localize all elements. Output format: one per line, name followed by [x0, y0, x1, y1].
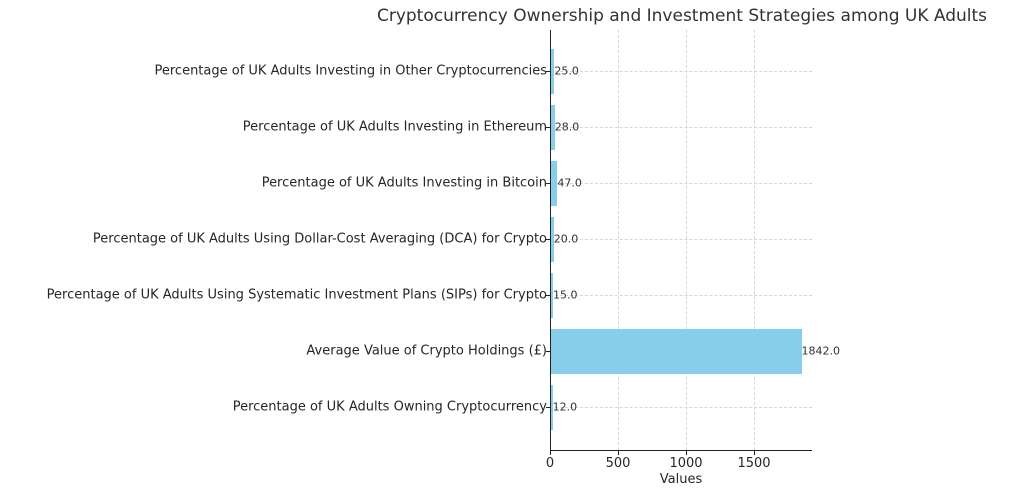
bar[interactable] [551, 385, 553, 430]
value-label: 25.0 [554, 64, 579, 78]
y-tick-mark [546, 295, 550, 296]
horizontal-gridline [550, 239, 812, 240]
y-tick-label: Average Value of Crypto Holdings (£) [306, 343, 547, 359]
x-tick-label: 500 [605, 456, 631, 471]
bar[interactable] [551, 273, 554, 318]
x-tick-mark [618, 451, 619, 455]
x-tick-mark [754, 451, 755, 455]
bar[interactable] [551, 105, 555, 150]
bar[interactable] [551, 49, 555, 94]
value-label: 1842.0 [801, 344, 841, 358]
chart-title: Cryptocurrency Ownership and Investment … [376, 6, 988, 26]
x-axis-label: Values [659, 472, 703, 487]
y-tick-mark [546, 351, 550, 352]
horizontal-gridline [550, 295, 812, 296]
x-tick-mark [550, 451, 551, 455]
vertical-gridline [618, 30, 619, 450]
horizontal-gridline [550, 407, 812, 408]
bar[interactable] [551, 161, 558, 206]
vertical-gridline [754, 30, 755, 450]
x-tick-mark [686, 451, 687, 455]
value-label: 28.0 [554, 120, 580, 134]
y-tick-mark [546, 183, 550, 184]
y-tick-label: Percentage of UK Adults Using Dollar-Cos… [92, 231, 547, 247]
y-tick-label: Percentage of UK Adults Investing in Oth… [154, 63, 547, 79]
vertical-gridline [686, 30, 687, 450]
x-tick-label: 1000 [669, 456, 703, 471]
value-label: 20.0 [553, 232, 579, 246]
x-tick-label: 1500 [737, 456, 771, 471]
value-label: 15.0 [553, 288, 578, 302]
horizontal-gridline [550, 71, 812, 72]
x-axis-spine [550, 450, 812, 451]
value-label: 12.0 [552, 400, 578, 414]
horizontal-gridline [550, 183, 812, 184]
y-tick-mark [546, 239, 550, 240]
y-tick-label: Percentage of UK Adults Owning Cryptocur… [232, 399, 547, 415]
bar[interactable] [551, 217, 554, 262]
y-tick-mark [546, 407, 550, 408]
y-tick-label: Percentage of UK Adults Using Systematic… [46, 287, 547, 303]
y-tick-mark [546, 71, 550, 72]
horizontal-gridline [550, 127, 812, 128]
x-tick-label: 0 [545, 456, 555, 471]
y-tick-mark [546, 127, 550, 128]
bar[interactable] [551, 329, 802, 374]
y-axis-spine [550, 30, 551, 451]
y-tick-label: Percentage of UK Adults Investing in Eth… [242, 119, 547, 135]
value-label: 47.0 [557, 176, 582, 190]
y-tick-label: Percentage of UK Adults Investing in Bit… [261, 175, 547, 191]
